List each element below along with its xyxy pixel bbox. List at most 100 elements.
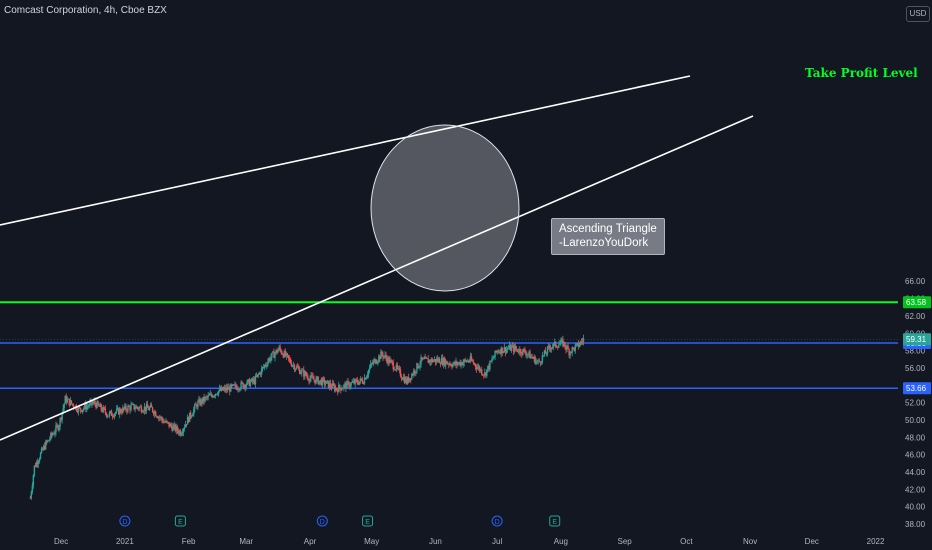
candle-body	[447, 363, 449, 365]
candle-body	[123, 407, 125, 409]
candle-body	[121, 412, 123, 414]
candle-body	[449, 363, 451, 365]
candle-body	[157, 416, 159, 419]
candle-body	[381, 351, 383, 355]
dividend-icon	[119, 515, 131, 527]
candle-body	[551, 346, 554, 348]
candle-body	[84, 403, 86, 409]
candle-body	[305, 371, 307, 376]
candle-body	[423, 358, 425, 360]
candle-body	[398, 368, 401, 370]
candle-body	[467, 360, 470, 362]
candle-body	[378, 355, 380, 362]
currency-badge[interactable]: USD	[906, 6, 930, 22]
candle-body	[377, 361, 379, 363]
candle-body	[130, 404, 132, 411]
y-tick-label: 46.00	[905, 451, 926, 460]
candle-body	[125, 405, 127, 411]
candle-body	[527, 354, 529, 356]
candle-body	[321, 378, 324, 386]
candle-body	[95, 403, 97, 408]
candle-body	[139, 406, 141, 408]
x-tick-label: Jun	[429, 537, 442, 546]
candle-body	[239, 388, 241, 390]
pattern-note-box[interactable]: Ascending Triangle -LarenzoYouDork	[551, 218, 665, 255]
candle-body	[38, 458, 41, 462]
candle-body	[244, 385, 246, 388]
candle-body	[44, 441, 47, 450]
candle-body	[406, 377, 409, 384]
candle-body	[394, 369, 397, 371]
candle-body	[439, 363, 442, 365]
candle-body	[189, 412, 192, 417]
candle-body	[514, 346, 517, 349]
candle-body	[504, 347, 507, 353]
level-badge-label: 63.58	[906, 298, 927, 307]
candle-body	[212, 395, 215, 398]
candle-body	[174, 424, 176, 431]
candle-body	[452, 364, 454, 367]
candle-body	[483, 374, 485, 376]
dividend-marker: D	[491, 515, 503, 527]
candle-body	[461, 362, 463, 366]
candle-body	[326, 380, 329, 382]
candle-body	[186, 417, 189, 425]
candle-body	[175, 426, 177, 431]
candle-body	[530, 356, 532, 359]
candle-body	[242, 382, 244, 388]
candle-body	[110, 410, 113, 416]
candle-body	[359, 378, 362, 382]
candle-body	[573, 347, 575, 351]
candle-body	[133, 404, 135, 410]
candle-body	[484, 372, 486, 376]
candle-body	[236, 387, 238, 390]
candle-body	[268, 358, 270, 362]
candle-body	[569, 351, 571, 356]
candle-body	[178, 430, 181, 434]
candle-body	[516, 349, 519, 352]
take-profit-label: Take Profit Level	[805, 66, 918, 80]
candle-body	[296, 366, 299, 368]
candle-body	[522, 349, 524, 355]
candle-body	[418, 366, 420, 368]
candle-body	[519, 349, 521, 353]
candle-body	[55, 425, 57, 433]
x-tick-label: Sep	[618, 537, 633, 546]
earnings-icon	[362, 515, 374, 527]
candle-body	[507, 348, 510, 350]
candle-body	[301, 369, 303, 373]
candle-body	[67, 398, 70, 400]
candle-body	[167, 421, 169, 423]
earnings-marker: E	[362, 515, 374, 527]
candle-body	[549, 347, 552, 350]
candle-body	[358, 381, 361, 385]
candle-body	[422, 358, 424, 360]
candle-body	[300, 372, 302, 374]
level-lines	[0, 301, 898, 389]
candle-body	[397, 368, 400, 369]
level-badge	[903, 296, 931, 309]
candle-body	[446, 360, 448, 364]
candle-body	[540, 362, 543, 364]
candle-body	[512, 345, 515, 352]
candle-body	[161, 417, 163, 420]
candle-body	[290, 362, 293, 367]
candle-body	[374, 359, 376, 361]
candle-body	[455, 361, 457, 365]
candle-body	[108, 412, 111, 417]
candle-body	[162, 419, 164, 423]
candle-body	[253, 379, 256, 385]
candle-body	[183, 427, 186, 429]
candle-body	[528, 351, 530, 355]
candle-body	[334, 387, 337, 391]
y-tick-label: 62.00	[905, 312, 926, 321]
candle-body	[347, 381, 349, 383]
note-line-2: -LarenzoYouDork	[559, 237, 649, 249]
candle-body	[478, 366, 481, 371]
candle-body	[298, 368, 301, 374]
x-tick-label: Jul	[492, 537, 502, 546]
candle-body	[76, 410, 79, 412]
candle-body	[265, 364, 267, 366]
candle-body	[576, 342, 579, 344]
